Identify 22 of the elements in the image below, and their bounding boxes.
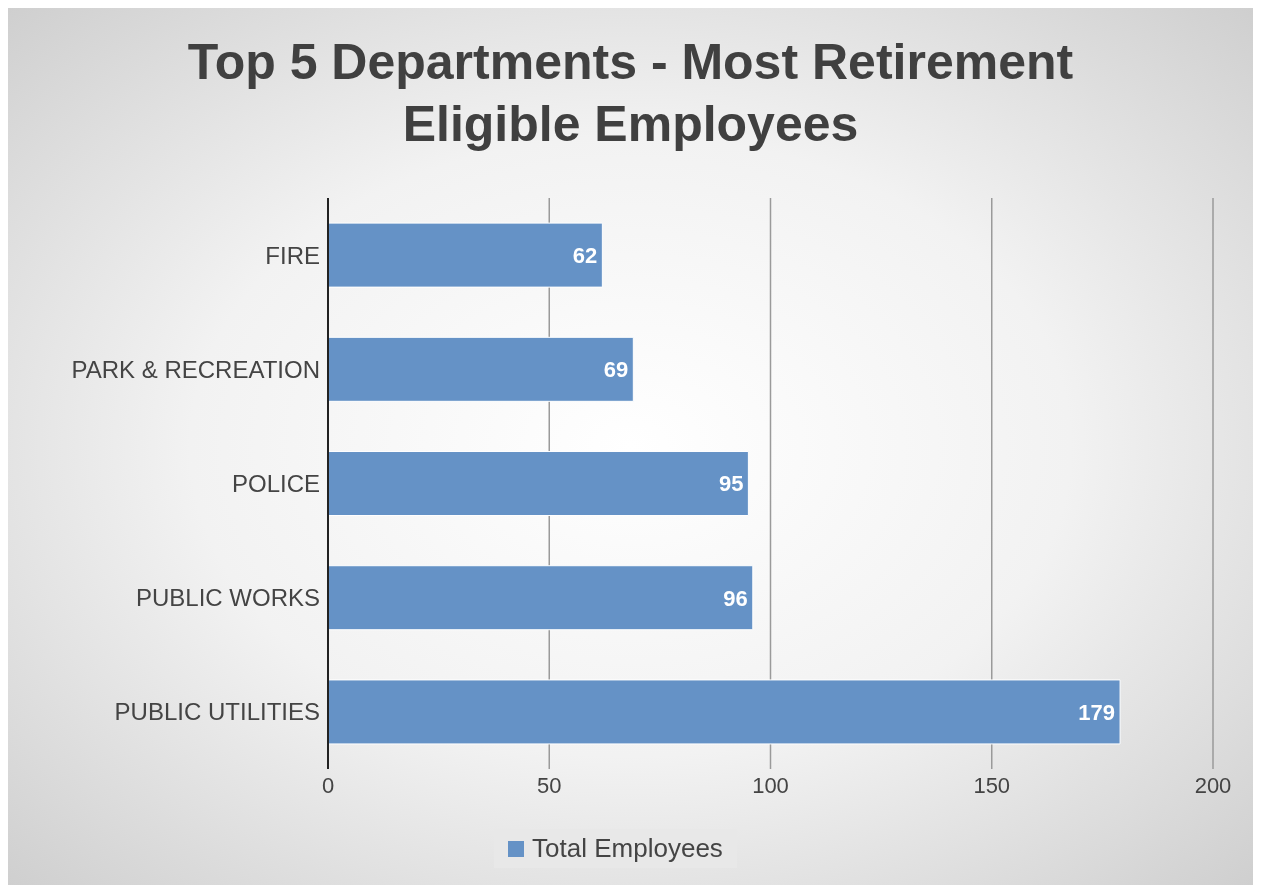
bar — [328, 565, 754, 631]
y-tick-label: POLICE — [231, 470, 320, 498]
data-label: 69 — [603, 357, 629, 383]
x-tick-label: 150 — [973, 772, 1011, 798]
x-tick-label: 100 — [752, 772, 789, 798]
data-label: 179 — [1078, 699, 1116, 725]
bar — [328, 336, 634, 402]
data-label: 62 — [572, 242, 598, 268]
x-tick-label: 0 — [321, 772, 335, 798]
y-tick-label: PUBLIC WORKS — [135, 584, 320, 612]
y-tick-label: PUBLIC UTILITIES — [114, 698, 320, 726]
y-tick-label: PARK & RECREATION — [71, 355, 320, 383]
bar — [328, 451, 749, 517]
chart-title: Top 5 Departments - Most Retirement Eligible Employees — [186, 33, 1075, 154]
y-tick-label: FIRE — [265, 241, 320, 269]
data-label: 96 — [723, 585, 748, 611]
bar — [328, 222, 603, 288]
x-tick-label: 50 — [537, 772, 562, 798]
x-tick-label: 200 — [1194, 772, 1232, 798]
text: Total Employees — [532, 833, 723, 864]
data-label: 95 — [718, 471, 744, 497]
bar — [328, 679, 1121, 745]
